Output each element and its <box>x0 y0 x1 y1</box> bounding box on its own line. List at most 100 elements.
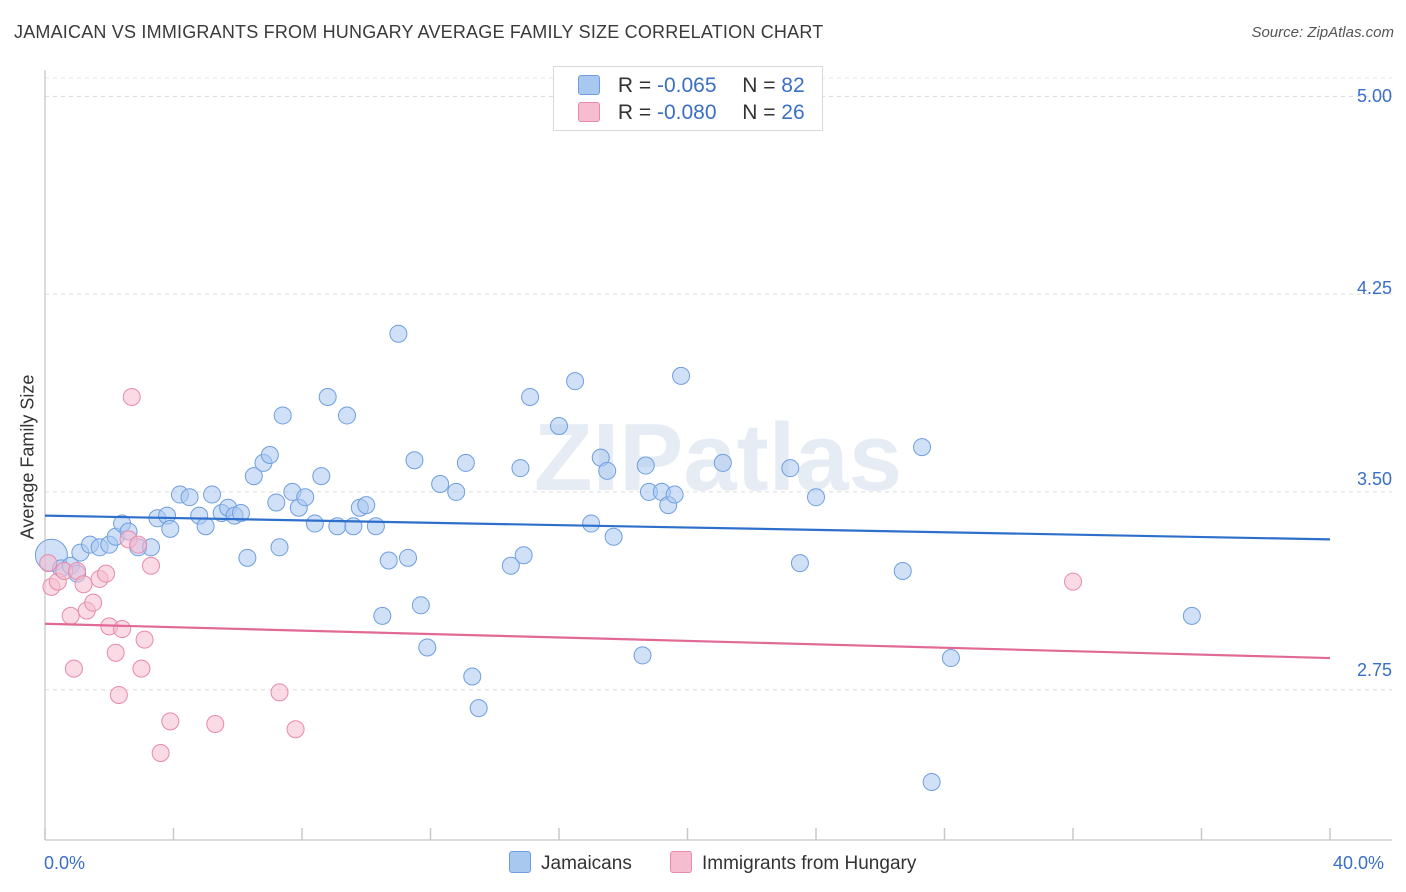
point-jamaicans <box>511 459 530 478</box>
point-jamaicans <box>180 488 199 507</box>
point-hungary <box>129 535 148 554</box>
y-tick-label-3.50: 3.50 <box>1356 469 1392 489</box>
n-label: N = <box>742 101 776 124</box>
trend-lines <box>44 514 1331 660</box>
y-tick-label-5.00: 5.00 <box>1356 86 1392 106</box>
jamaicans-swatch <box>578 75 600 95</box>
axes <box>44 70 1392 841</box>
point-jamaicans <box>463 667 482 686</box>
point-jamaicans <box>366 517 385 536</box>
point-jamaicans <box>260 446 279 464</box>
legend-item-jamaicans: Jamaicans <box>509 851 632 875</box>
point-hungary <box>64 659 83 678</box>
r-label: R = <box>617 101 652 124</box>
hungary-legend-swatch <box>670 851 692 873</box>
point-jamaicans <box>203 485 222 504</box>
point-jamaicans <box>357 496 376 515</box>
point-hungary <box>84 593 103 612</box>
point-jamaicans <box>672 366 691 385</box>
point-jamaicans <box>807 488 825 507</box>
point-hungary <box>286 720 305 739</box>
x-tick-label-max: 40.0% <box>1333 853 1385 873</box>
point-jamaicans <box>267 493 286 512</box>
point-hungary <box>161 712 180 731</box>
y-axis-label: Average Family Size <box>17 374 38 540</box>
source-label: Source: ZipAtlas.com <box>1251 24 1394 41</box>
point-hungary <box>106 643 125 662</box>
legend-label: Immigrants from Hungary <box>702 853 917 874</box>
point-hungary <box>206 714 225 733</box>
point-jamaicans <box>399 548 418 567</box>
point-jamaicans <box>244 467 263 486</box>
point-jamaicans <box>312 467 331 486</box>
point-jamaicans <box>781 459 800 478</box>
point-hungary <box>1064 572 1082 591</box>
point-hungary <box>39 554 58 573</box>
point-jamaicans <box>411 596 430 615</box>
point-jamaicans <box>337 406 356 425</box>
point-jamaicans <box>318 387 337 406</box>
y-tick-label-2.75: 2.75 <box>1356 660 1392 680</box>
point-hungary <box>270 683 289 702</box>
n-label: N = <box>742 74 776 97</box>
y-tick-label-4.25: 4.25 <box>1356 278 1392 298</box>
point-hungary <box>113 620 132 639</box>
point-jamaicans <box>469 699 488 718</box>
point-jamaicans <box>161 519 180 538</box>
point-jamaicans <box>273 406 292 425</box>
point-jamaicans <box>270 538 289 557</box>
point-jamaicans <box>379 551 398 570</box>
n-value: 82 <box>781 74 805 97</box>
point-jamaicans <box>941 649 960 668</box>
point-hungary <box>132 659 151 678</box>
point-jamaicans <box>1182 606 1201 625</box>
point-jamaicans <box>913 438 932 457</box>
point-jamaicans <box>389 324 408 343</box>
point-jamaicans <box>447 482 466 501</box>
point-jamaicans <box>790 554 809 573</box>
point-jamaicans <box>456 453 475 472</box>
point-jamaicans <box>665 485 684 504</box>
point-hungary <box>61 606 80 625</box>
point-jamaicans <box>550 416 568 435</box>
point-jamaicans <box>633 646 652 665</box>
point-hungary <box>74 575 93 594</box>
point-hungary <box>122 387 141 406</box>
trend-line-jamaicans <box>44 514 1331 541</box>
n-value: 26 <box>781 101 805 124</box>
x-tick-label-min: 0.0% <box>44 853 86 873</box>
r-label: R = <box>617 74 652 97</box>
hungary-swatch <box>578 102 600 122</box>
point-jamaicans <box>598 461 617 480</box>
point-jamaicans <box>713 453 732 472</box>
point-hungary <box>135 630 154 649</box>
point-jamaicans <box>582 514 601 533</box>
point-hungary <box>97 564 116 583</box>
data-points <box>34 324 1201 791</box>
jamaicans-legend-swatch <box>509 851 531 873</box>
point-jamaicans <box>893 562 912 581</box>
point-jamaicans <box>296 488 315 507</box>
point-hungary <box>151 743 170 762</box>
legend-label: Jamaicans <box>541 853 632 874</box>
point-jamaicans <box>922 772 941 791</box>
r-value: -0.080 <box>656 101 717 124</box>
point-jamaicans <box>405 451 424 470</box>
point-jamaicans <box>431 475 450 494</box>
point-jamaicans <box>196 517 215 536</box>
point-hungary <box>142 556 161 575</box>
point-jamaicans <box>514 546 533 565</box>
point-jamaicans <box>566 372 585 391</box>
chart-title: JAMAICAN VS IMMIGRANTS FROM HUNGARY AVER… <box>14 22 824 42</box>
r-value: -0.065 <box>656 74 717 97</box>
legend-item-hungary: Immigrants from Hungary <box>670 851 916 875</box>
point-jamaicans <box>604 527 623 546</box>
legend-row-hungary: R = -0.080 N = 26 <box>578 101 805 127</box>
trend-line-hungary <box>44 622 1331 660</box>
point-jamaicans <box>636 456 655 475</box>
point-jamaicans <box>521 387 540 406</box>
point-hungary <box>109 685 128 704</box>
point-jamaicans <box>305 514 324 533</box>
point-jamaicans <box>238 548 257 567</box>
